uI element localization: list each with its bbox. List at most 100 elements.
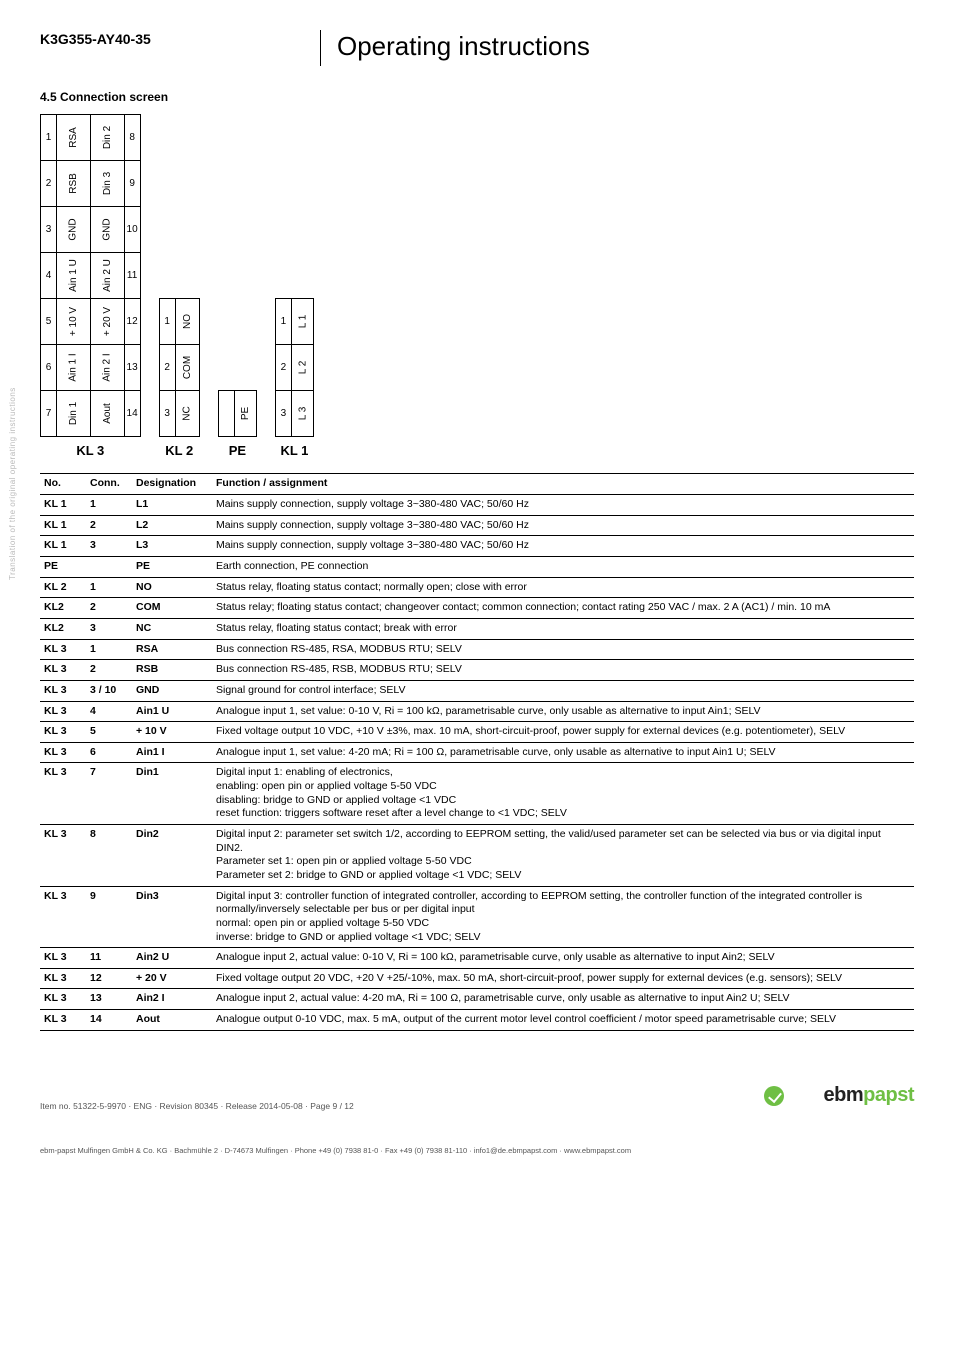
table-row: KL23NCStatus relay, floating status cont… (40, 618, 914, 639)
table-row: KL 311Ain2 UAnalogue input 2, actual val… (40, 948, 914, 969)
cell-conn: 8 (86, 825, 132, 887)
cell-no: KL 1 (40, 495, 86, 516)
kl2-block: 1NO 2COM 3NC KL 2 (159, 298, 200, 460)
kl3-num: 7 (41, 390, 57, 436)
cell-conn: 3 (86, 618, 132, 639)
cell-no: KL 1 (40, 536, 86, 557)
cell-func: Digital input 2: parameter set switch 1/… (212, 825, 914, 887)
kl2-label: NC (175, 390, 199, 436)
kl3-num: 5 (41, 298, 57, 344)
kl1-num: 2 (275, 344, 291, 390)
footer-line-2: ebm-papst Mulfingen GmbH & Co. KG · Bach… (40, 1146, 914, 1156)
cell-conn: 11 (86, 948, 132, 969)
cell-conn: 2 (86, 660, 132, 681)
ebmpapst-logo: ebmpapst (824, 1082, 914, 1108)
cell-no: KL 3 (40, 968, 86, 989)
table-row: KL 32RSBBus connection RS-485, RSB, MODB… (40, 660, 914, 681)
cell-func: Analogue input 1, set value: 0-10 V, Ri … (212, 701, 914, 722)
table-row: KL 38Din2Digital input 2: parameter set … (40, 825, 914, 887)
green-tech-badge-icon (764, 1086, 784, 1106)
cell-conn: 4 (86, 701, 132, 722)
cell-conn: 7 (86, 763, 132, 825)
cell-func: Digital input 1: enabling of electronics… (212, 763, 914, 825)
kl3-row: 1 RSA Din 2 8 (41, 114, 141, 160)
cell-desig: Din1 (132, 763, 212, 825)
kl3-label: Ain 1 U (57, 252, 91, 298)
kl2-table: 1NO 2COM 3NC (159, 298, 200, 437)
kl3-num: 6 (41, 344, 57, 390)
kl3-label: Din 1 (57, 390, 91, 436)
pe-block: PE PE (218, 390, 257, 460)
kl3-num: 1 (41, 114, 57, 160)
kl3-label: RSA (57, 114, 91, 160)
cell-desig: L2 (132, 515, 212, 536)
cell-desig: Din2 (132, 825, 212, 887)
cell-desig: Ain1 U (132, 701, 212, 722)
kl3-label: + 10 V (57, 298, 91, 344)
cell-no: KL 3 (40, 722, 86, 743)
cell-conn: 3 (86, 536, 132, 557)
table-row: KL 31RSABus connection RS-485, RSA, MODB… (40, 639, 914, 660)
cell-func: Analogue input 2, actual value: 0-10 V, … (212, 948, 914, 969)
table-row: PEPEEarth connection, PE connection (40, 557, 914, 578)
table-row: KL 313Ain2 IAnalogue input 2, actual val… (40, 989, 914, 1010)
table-row: KL 11L1Mains supply connection, supply v… (40, 495, 914, 516)
pe-caption: PE (218, 443, 257, 460)
kl2-caption: KL 2 (159, 443, 200, 460)
cell-conn: 6 (86, 742, 132, 763)
kl1-caption: KL 1 (275, 443, 314, 460)
footer: Item no. 51322-5-9970 · ENG · Revision 8… (40, 1101, 914, 1156)
cell-conn: 13 (86, 989, 132, 1010)
table-row: KL 312+ 20 VFixed voltage output 20 VDC,… (40, 968, 914, 989)
cell-func: Bus connection RS-485, RSB, MODBUS RTU; … (212, 660, 914, 681)
kl3-label: + 20 V (90, 298, 124, 344)
kl3-num: 10 (124, 206, 140, 252)
kl3-label: Din 3 (90, 160, 124, 206)
cell-desig: L3 (132, 536, 212, 557)
col-header-func: Function / assignment (212, 474, 914, 495)
kl3-num: 2 (41, 160, 57, 206)
cell-func: Earth connection, PE connection (212, 557, 914, 578)
cell-desig: RSA (132, 639, 212, 660)
cell-func: Fixed voltage output 20 VDC, +20 V +25/-… (212, 968, 914, 989)
table-row: KL 13L3Mains supply connection, supply v… (40, 536, 914, 557)
kl2-label: NO (175, 298, 199, 344)
kl2-num: 2 (159, 344, 175, 390)
cell-no: KL 3 (40, 742, 86, 763)
cell-no: PE (40, 557, 86, 578)
cell-conn: 12 (86, 968, 132, 989)
cell-no: KL 3 (40, 825, 86, 887)
cell-no: KL 1 (40, 515, 86, 536)
cell-func: Mains supply connection, supply voltage … (212, 536, 914, 557)
kl3-label: Ain 2 U (90, 252, 124, 298)
footer-brand-bar: ebmpapst (40, 1090, 914, 1120)
kl3-block: 1 RSA Din 2 8 2RSBDin 39 3GNDGND10 4Ain … (40, 114, 141, 460)
cell-no: KL 3 (40, 701, 86, 722)
page-header: K3G355-AY40-35 Operating instructions (40, 30, 914, 66)
table-row: KL 39Din3Digital input 3: controller fun… (40, 886, 914, 948)
cell-conn: 5 (86, 722, 132, 743)
kl1-label: L 1 (291, 298, 313, 344)
spec-table-header-row: No. Conn. Designation Function / assignm… (40, 474, 914, 495)
table-row: KL 36Ain1 IAnalogue input 1, set value: … (40, 742, 914, 763)
cell-no: KL 3 (40, 763, 86, 825)
cell-desig: COM (132, 598, 212, 619)
cell-desig: Aout (132, 1010, 212, 1031)
table-row: KL 37Din1Digital input 1: enabling of el… (40, 763, 914, 825)
table-row: KL 33 / 10GNDSignal ground for control i… (40, 680, 914, 701)
kl2-num: 3 (159, 390, 175, 436)
kl3-table: 1 RSA Din 2 8 2RSBDin 39 3GNDGND10 4Ain … (40, 114, 141, 437)
kl1-block: 1L 1 2L 2 3L 3 KL 1 (275, 298, 314, 460)
cell-func: Status relay, floating status contact; b… (212, 618, 914, 639)
cell-desig: Ain1 I (132, 742, 212, 763)
cell-no: KL 3 (40, 1010, 86, 1031)
cell-conn: 1 (86, 495, 132, 516)
cell-no: KL 3 (40, 639, 86, 660)
cell-desig: + 20 V (132, 968, 212, 989)
logo-ebm: ebm (824, 1084, 864, 1106)
cell-desig: NO (132, 577, 212, 598)
cell-func: Status relay, floating status contact; n… (212, 577, 914, 598)
cell-conn: 2 (86, 598, 132, 619)
kl1-table: 1L 1 2L 2 3L 3 (275, 298, 314, 437)
section-title: 4.5 Connection screen (40, 90, 914, 106)
